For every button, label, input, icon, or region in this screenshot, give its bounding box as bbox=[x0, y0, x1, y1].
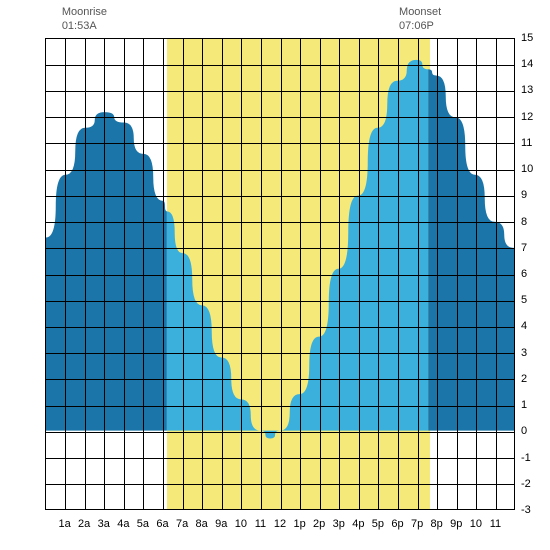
y-tick-label: 4 bbox=[521, 320, 527, 332]
x-tick-label: 5p bbox=[372, 518, 384, 530]
x-tick-label: 6a bbox=[156, 518, 168, 530]
y-tick-label: 3 bbox=[521, 347, 527, 359]
y-tick-label: 1 bbox=[521, 399, 527, 411]
y-tick-label: 15 bbox=[521, 32, 533, 44]
y-tick-label: -3 bbox=[521, 504, 531, 516]
x-tick-label: 11 bbox=[490, 518, 501, 530]
x-tick-label: 8a bbox=[196, 518, 208, 530]
y-tick-label: 0 bbox=[521, 425, 527, 437]
x-tick-label: 6p bbox=[391, 518, 403, 530]
x-tick-label: 10 bbox=[235, 518, 247, 530]
x-tick-label: 10 bbox=[470, 518, 482, 530]
x-tick-label: 4p bbox=[352, 518, 364, 530]
moonset-time: 07:06P bbox=[399, 20, 434, 32]
x-tick-label: 3p bbox=[333, 518, 345, 530]
y-tick-label: 10 bbox=[521, 163, 533, 175]
x-tick-label: 4a bbox=[117, 518, 129, 530]
x-tick-label: 11 bbox=[255, 518, 266, 530]
moonset-label: Moonset bbox=[399, 6, 441, 18]
plot-area bbox=[45, 38, 515, 510]
x-tick-label: 9a bbox=[215, 518, 227, 530]
x-tick-label: 1a bbox=[58, 518, 70, 530]
y-tick-label: -2 bbox=[521, 478, 531, 490]
x-tick-label: 1p bbox=[293, 518, 305, 530]
y-tick-label: 8 bbox=[521, 216, 527, 228]
x-tick-label: 5a bbox=[137, 518, 149, 530]
x-tick-label: 2a bbox=[78, 518, 90, 530]
x-tick-label: 7p bbox=[411, 518, 423, 530]
y-tick-label: 14 bbox=[521, 58, 533, 70]
x-tick-label: 12 bbox=[274, 518, 286, 530]
y-tick-label: 6 bbox=[521, 268, 527, 280]
x-tick-label: 2p bbox=[313, 518, 325, 530]
y-tick-label: 9 bbox=[521, 189, 527, 201]
y-tick-label: 11 bbox=[521, 137, 532, 149]
moonrise-time: 01:53A bbox=[62, 20, 97, 32]
y-tick-label: 5 bbox=[521, 294, 527, 306]
y-tick-label: 13 bbox=[521, 84, 533, 96]
x-tick-label: 8p bbox=[431, 518, 443, 530]
moonrise-annotation: Moonrise 01:53A bbox=[62, 5, 107, 34]
y-tick-label: -1 bbox=[521, 452, 531, 464]
x-tick-label: 7a bbox=[176, 518, 188, 530]
moonset-annotation: Moonset 07:06P bbox=[399, 5, 441, 34]
tide-chart: Moonrise 01:53A Moonset 07:06P 1a 2a 3a 4a 5… bbox=[0, 0, 550, 550]
moonrise-label: Moonrise bbox=[62, 6, 107, 18]
x-tick-label: 9p bbox=[450, 518, 462, 530]
y-tick-label: 7 bbox=[521, 242, 527, 254]
y-tick-label: 12 bbox=[521, 111, 533, 123]
y-tick-label: 2 bbox=[521, 373, 527, 385]
x-tick-label: 3a bbox=[98, 518, 110, 530]
